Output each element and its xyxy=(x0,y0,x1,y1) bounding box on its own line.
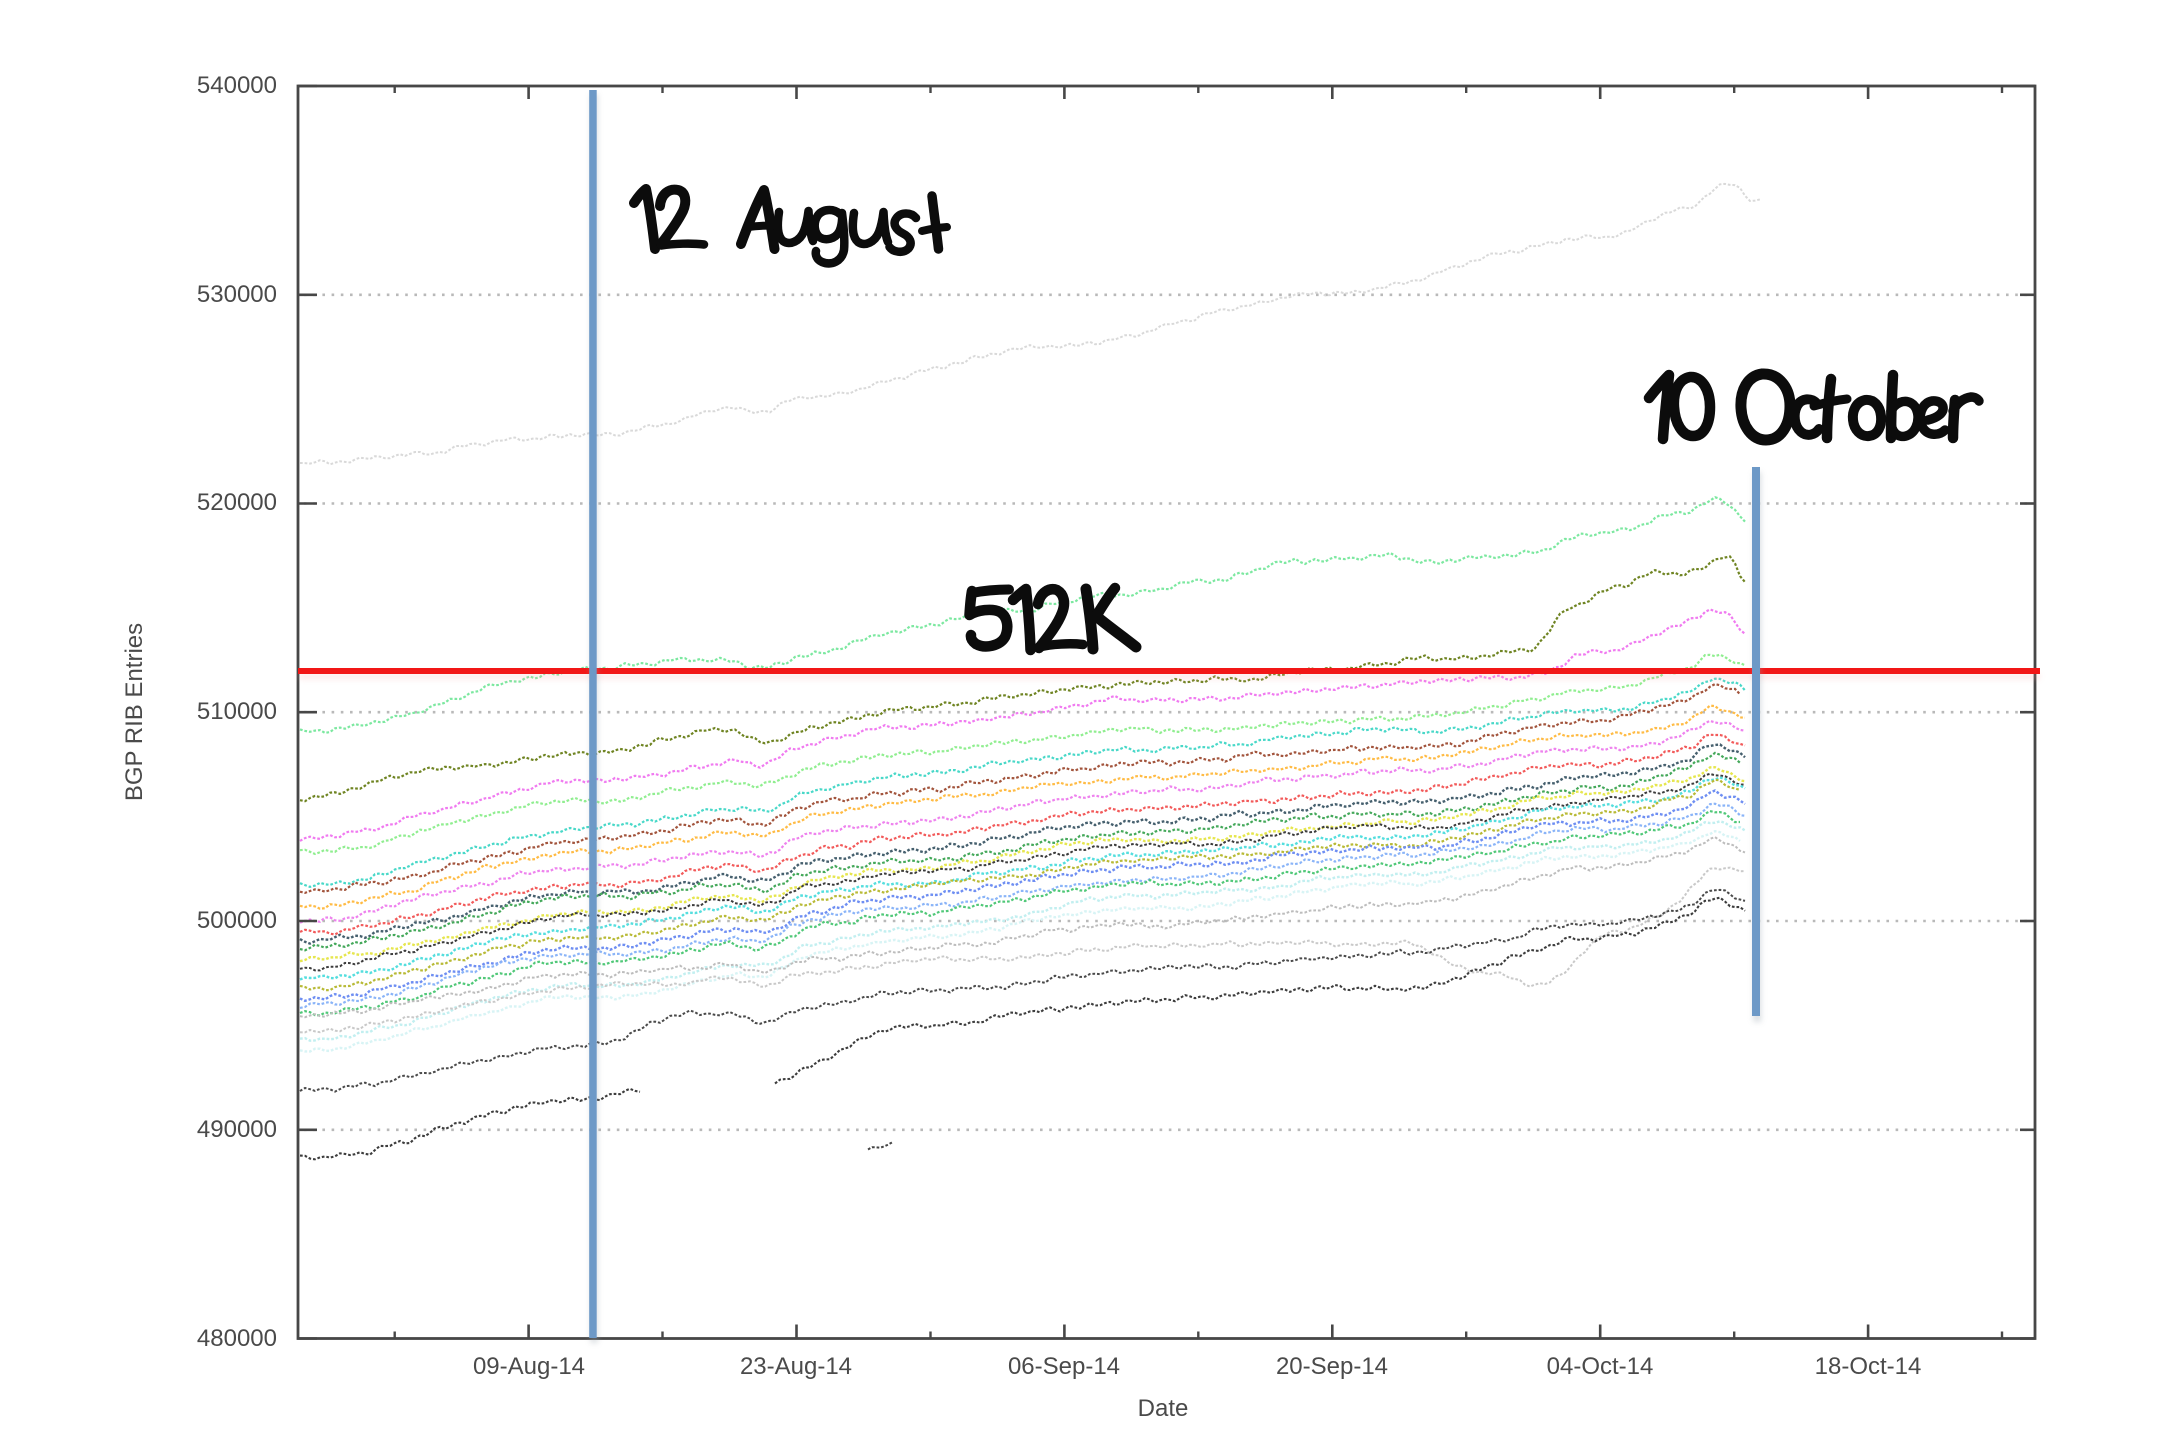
svg-text:06-Sep-14: 06-Sep-14 xyxy=(1008,1353,1120,1380)
svg-text:540000: 540000 xyxy=(197,72,277,99)
svg-text:510000: 510000 xyxy=(197,698,277,725)
svg-text:480000: 480000 xyxy=(197,1325,277,1352)
svg-text:520000: 520000 xyxy=(197,489,277,516)
svg-text:530000: 530000 xyxy=(197,281,277,308)
svg-text:Date: Date xyxy=(1138,1395,1189,1422)
svg-text:04-Oct-14: 04-Oct-14 xyxy=(1547,1353,1654,1380)
svg-text:09-Aug-14: 09-Aug-14 xyxy=(473,1353,585,1380)
svg-text:20-Sep-14: 20-Sep-14 xyxy=(1276,1353,1388,1380)
svg-text:18-Oct-14: 18-Oct-14 xyxy=(1815,1353,1922,1380)
svg-text:500000: 500000 xyxy=(197,907,277,934)
svg-text:BGP RIB Entries: BGP RIB Entries xyxy=(121,623,148,801)
svg-text:490000: 490000 xyxy=(197,1116,277,1143)
svg-text:23-Aug-14: 23-Aug-14 xyxy=(740,1353,852,1380)
